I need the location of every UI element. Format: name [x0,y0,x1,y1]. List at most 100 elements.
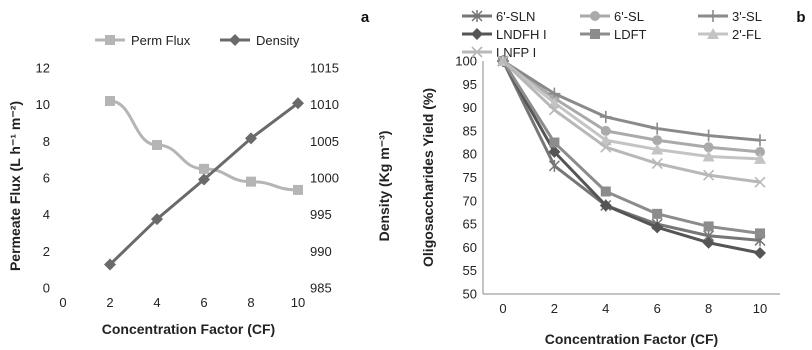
y-axis-title: Oligosaccharides Yield (%) [420,88,436,267]
series-line-6-sln [501,60,761,242]
y2-tick-label: 985 [310,281,332,296]
y2-tick-label: 1015 [310,61,339,76]
point-ldft [652,208,663,219]
legend-label-6-sln: 6'-SLN [496,9,535,24]
legend-label-density: Density [256,33,300,48]
point-2-fl [651,143,664,155]
x-tick-label: 2 [106,295,113,310]
point-ldft [755,228,765,239]
legend-label-3-sl: 3'-SL [732,9,762,24]
series-line-2-fl [502,59,761,161]
y-tick-label: 50 [463,287,477,302]
y-tick-label: 8 [43,134,50,149]
point-6-sl [600,125,611,136]
point-lnfp-i [651,157,663,170]
point-perm-flux [246,176,256,187]
y-tick-label: 90 [463,100,477,115]
y-tick-label: 80 [463,147,477,162]
legend-marker-lndfh-i [471,28,483,40]
legend-label-lndfh-i: LNDFH I [496,27,547,42]
point-density [104,258,116,271]
point-lnfp-i [497,55,509,67]
legend-label-2-fl: 2'-FL [732,27,761,42]
series-line-lndfh-i [501,60,761,255]
point-lnfp-i [754,176,766,188]
y-tick-label: 100 [455,54,477,69]
point-ldft [703,221,714,232]
legend-marker-6-sl [590,11,600,21]
legend-marker-perm-flux [105,35,115,45]
y-tick-label: 85 [463,123,477,138]
panel-label: b [796,9,805,26]
point-3-sl [599,110,612,123]
y-tick-label: 12 [36,61,50,76]
x-tick-label: 6 [654,301,661,316]
point-6-sl [703,142,714,153]
series-line-3-sl [502,59,761,142]
legend-marker-2-fl [707,28,719,39]
y-tick-label: 6 [43,171,50,186]
y2-tick-label: 1000 [310,171,339,186]
point-ldft [600,186,611,197]
series-line-ldft [501,60,761,235]
y2-tick-label: 990 [310,244,332,259]
point-perm-flux [152,140,162,150]
x-tick-label: 0 [499,301,506,316]
legend-label-ldft: LDFT [614,27,647,42]
chart-a: 0 2 4 6 8 10 0 2 4 6 8 10 12 985 990 995 1000 1005 1010 101… [7,9,392,337]
x-tick-label: 0 [59,295,66,310]
x-tick-label: 8 [247,295,254,310]
y-tick-label: 4 [43,207,50,222]
point-6-sl [755,146,765,157]
x-tick-label: 4 [153,295,160,310]
x-tick-label: 8 [705,301,712,316]
x-tick-label: 4 [602,301,609,316]
legend-marker-6-sln [471,10,483,22]
legend-marker-3-sl [707,10,719,22]
y-tick-label: 0 [43,281,50,296]
legend-marker-ldft [590,29,600,39]
point-6-sln [548,159,560,172]
x-tick-label: 10 [291,295,305,310]
x-axis-title: Concentration Factor (CF) [545,331,718,347]
chart-b: 50 55 60 65 70 75 80 85 90 95 100 0 2 4 6 8 10 Concentrat… [420,9,806,347]
point-lndfh-i [548,145,561,158]
y-tick-label: 10 [36,97,50,112]
y2-tick-label: 995 [310,207,332,222]
y-tick-label: 60 [463,240,477,255]
point-lndfh-i [702,236,715,249]
point-lndfh-i [599,199,612,212]
y2-axis-title: Density (Kg m⁻³) [376,131,392,242]
point-lnfp-i [600,141,612,153]
point-lndfh-i [651,221,664,234]
legend-label-6-sl: 6'-SL [614,9,644,24]
x-tick-label: 10 [753,301,767,316]
y-tick-label: 55 [463,263,477,278]
y-axis-title: Permeate Flux (L h⁻¹ m⁻²) [7,101,23,271]
x-tick-label: 2 [551,301,558,316]
point-density [198,173,210,186]
y-tick-label: 65 [463,217,477,232]
y2-tick-label: 1005 [310,134,339,149]
y-tick-label: 75 [463,170,477,185]
point-3-sl [702,129,715,142]
point-density [292,97,304,110]
point-perm-flux [199,163,209,174]
x-tick-label: 6 [200,295,207,310]
point-2-fl [702,150,715,162]
point-6-sl [652,135,663,146]
point-perm-flux [105,96,115,106]
point-ldft [549,137,560,148]
point-density [151,213,163,226]
point-2-fl [599,134,612,146]
y-tick-label: 95 [463,77,477,92]
point-density [245,132,257,145]
y-tick-label: 2 [43,244,50,259]
x-axis-title: Concentration Factor (CF) [102,321,275,337]
y-tick-label: 70 [463,193,477,208]
point-3-sl [754,134,766,147]
legend-marker-density [229,34,241,46]
point-2-fl [754,152,766,164]
series-line-lnfp-i [501,59,761,184]
